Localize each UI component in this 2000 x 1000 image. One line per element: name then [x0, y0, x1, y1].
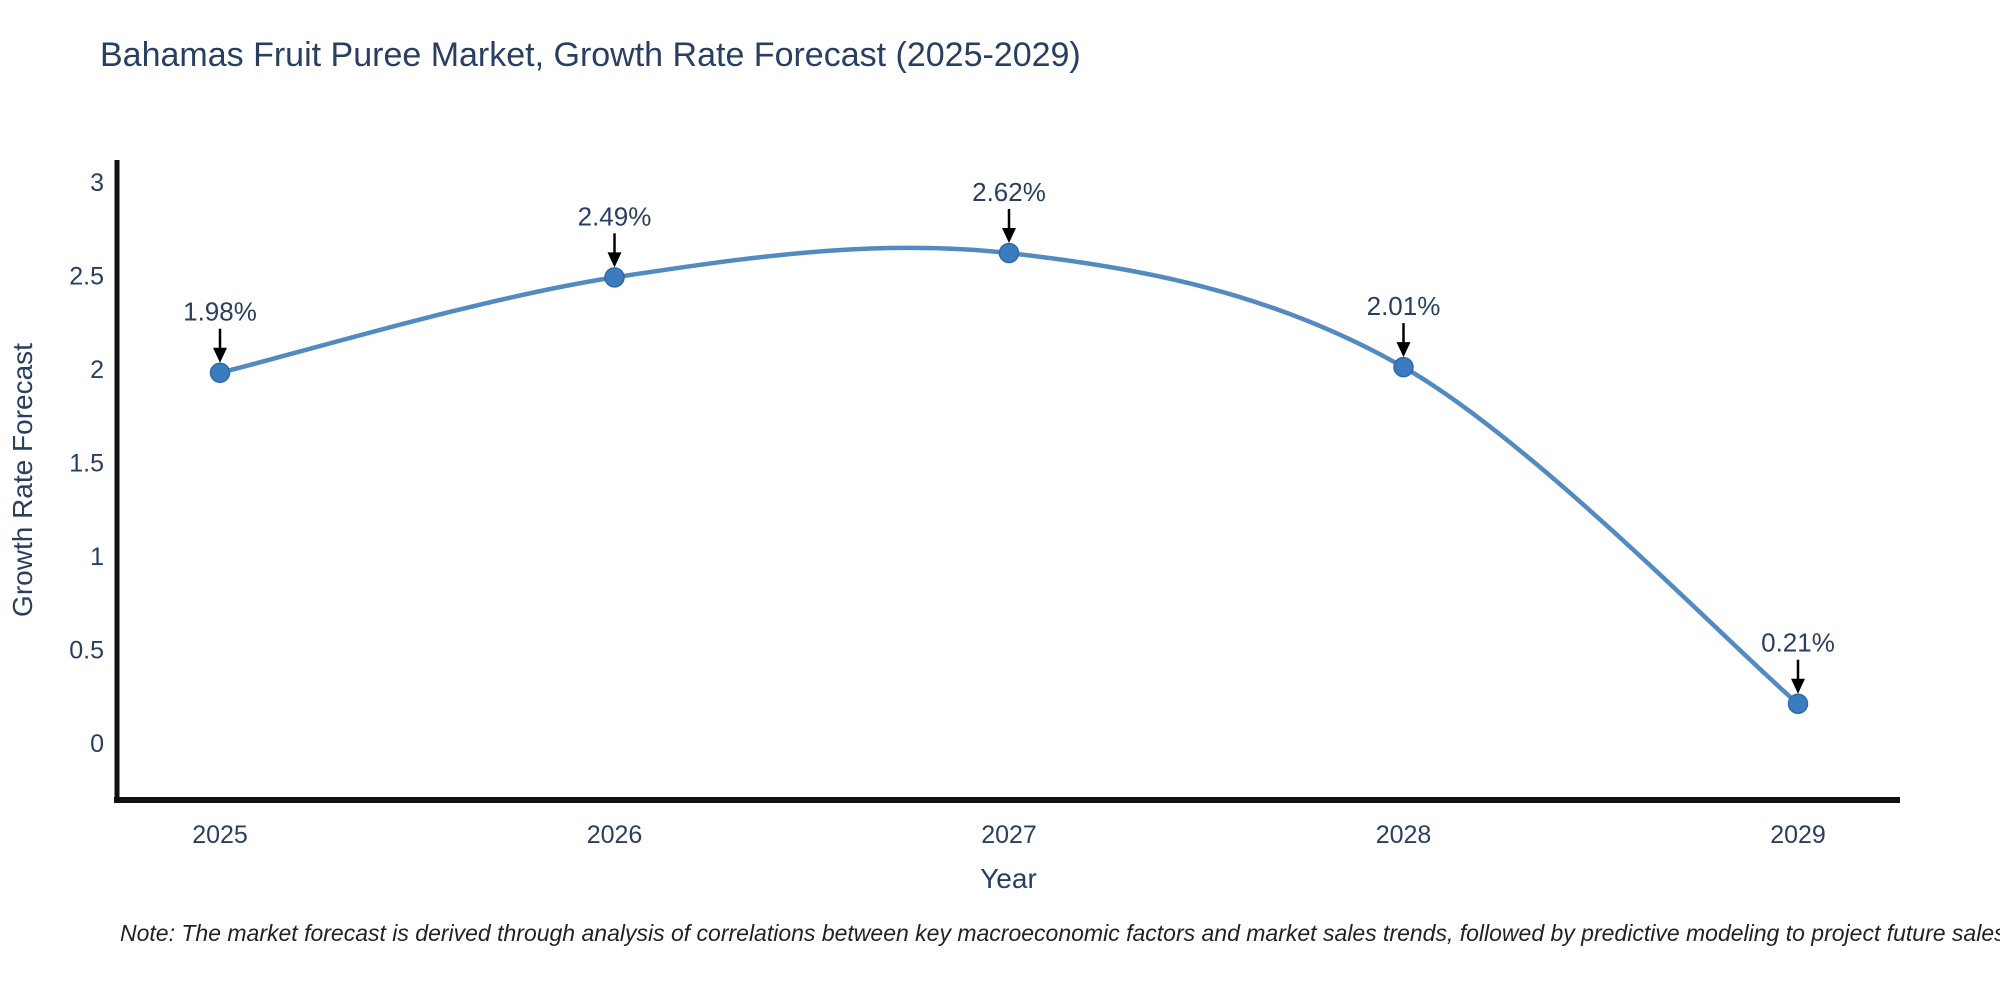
y-tick-label: 2 — [90, 356, 104, 384]
y-tick-label: 2.5 — [69, 263, 104, 291]
point-annotation-label: 0.21% — [1761, 628, 1835, 658]
y-tick-label: 3 — [90, 169, 104, 197]
x-tick-label: 2026 — [587, 821, 643, 849]
data-point-marker — [1787, 693, 1809, 714]
point-annotation-label: 2.62% — [972, 177, 1046, 207]
data-point-marker — [998, 242, 1020, 264]
x-tick-label: 2027 — [981, 821, 1037, 849]
x-axis-title: Year — [980, 863, 1037, 894]
point-annotation-label: 1.98% — [183, 297, 257, 327]
data-point-marker — [604, 267, 625, 288]
annotation-arrow-head — [213, 347, 227, 363]
y-axis-title: Growth Rate Forecast — [7, 343, 38, 617]
point-annotation-label: 2.01% — [1367, 291, 1441, 321]
x-tick-label: 2029 — [1770, 821, 1826, 849]
chart-title: Bahamas Fruit Puree Market, Growth Rate … — [100, 36, 1081, 74]
annotation-arrow-head — [1002, 228, 1016, 244]
annotation-arrow-head — [1396, 342, 1411, 358]
annotation-arrow-head — [1791, 678, 1805, 694]
data-point-marker — [209, 362, 231, 383]
y-tick-label: 0 — [90, 730, 104, 758]
annotation-arrow-head — [607, 252, 622, 268]
data-point-marker — [1393, 356, 1414, 378]
x-tick-label: 2025 — [192, 821, 248, 849]
point-annotation-label: 2.49% — [578, 201, 652, 231]
y-tick-label: 0.5 — [69, 637, 104, 665]
y-tick-label: 1 — [90, 543, 104, 571]
trend-line — [217, 245, 1801, 706]
x-tick-label: 2028 — [1376, 821, 1432, 849]
footnote: Note: The market forecast is derived thr… — [120, 920, 2000, 946]
y-tick-label: 1.5 — [69, 450, 104, 478]
